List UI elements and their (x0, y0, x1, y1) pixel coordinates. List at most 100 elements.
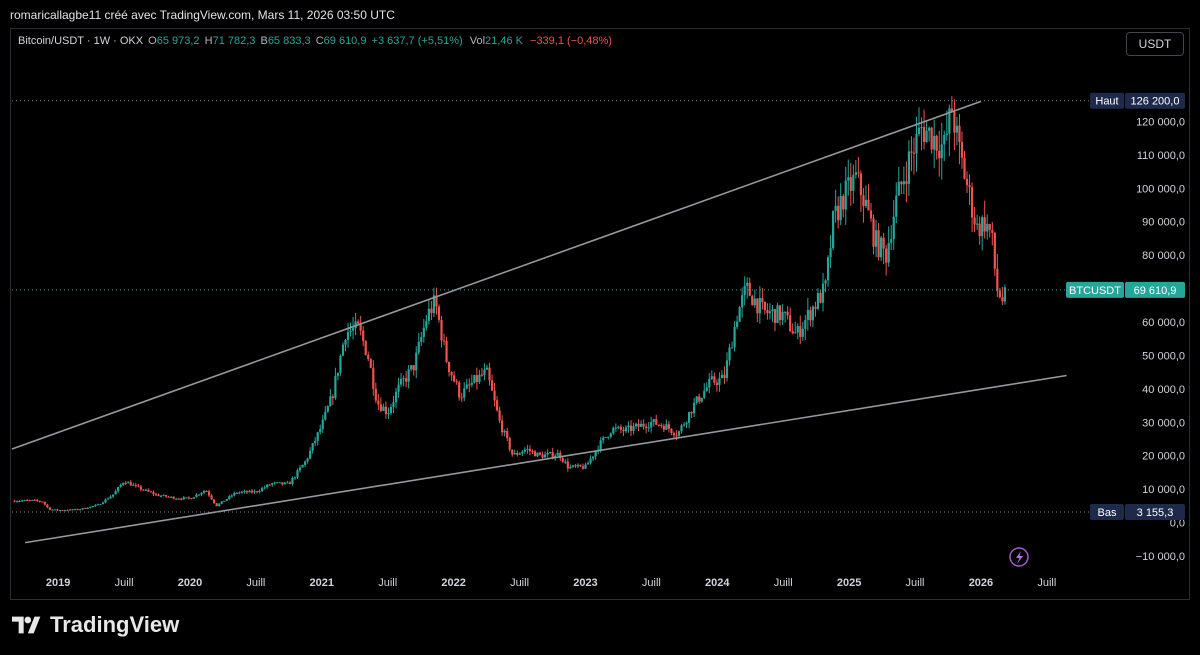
x-tick-label: 2025 (837, 577, 861, 589)
candle-body (109, 496, 112, 499)
candle-body (892, 216, 895, 240)
candle-body (655, 419, 658, 425)
candle-body (996, 268, 999, 291)
candle-body (559, 452, 562, 459)
candle-body (76, 509, 79, 511)
candle-body (965, 178, 969, 186)
candle-body (680, 425, 683, 432)
candle-body (61, 510, 64, 512)
price-tag-label: Bas (1098, 507, 1117, 519)
candle-body (930, 127, 933, 150)
candle-body (283, 482, 286, 485)
candle-body (953, 111, 956, 133)
candle-body (225, 498, 228, 501)
candle-body (46, 504, 49, 508)
candle-body (781, 311, 784, 321)
candle-body (498, 410, 501, 421)
candle-body (874, 230, 878, 247)
price-tag-value: 69 610,9 (1134, 285, 1177, 297)
low-value: 65 833,3 (267, 35, 311, 47)
y-tick-label: 40 000,0 (1142, 384, 1185, 396)
currency-unit-button[interactable]: USDT (1126, 32, 1184, 56)
candle-body (675, 435, 678, 437)
candle-body (864, 199, 868, 207)
candle-body (384, 406, 388, 414)
candle-body (523, 449, 526, 452)
candle-body (821, 283, 825, 303)
candle-body (402, 378, 405, 380)
candle-body (410, 365, 413, 370)
candle-body (127, 482, 130, 484)
candle-body (867, 199, 870, 211)
candle-body (465, 384, 468, 389)
candle-body (405, 378, 408, 382)
candle-body (142, 489, 145, 491)
candle-body (804, 319, 807, 329)
candle-body (1001, 297, 1004, 302)
candle-body (447, 361, 451, 373)
candle-body (255, 491, 259, 493)
candle-body (609, 433, 612, 437)
candle-body (970, 187, 974, 218)
candle-body (43, 501, 46, 505)
candle-body (91, 506, 94, 508)
x-tick-label: 2020 (178, 577, 202, 589)
candle-body (197, 494, 201, 496)
candle-body (541, 454, 544, 458)
candle-body (271, 483, 274, 485)
volume-label: Vol (469, 35, 486, 47)
lightning-icon[interactable] (1009, 547, 1029, 567)
candle-body (33, 499, 36, 501)
candle-body (21, 500, 24, 502)
candle-body (243, 491, 246, 493)
candle-body (708, 378, 711, 388)
candle-body (296, 470, 299, 478)
candle-body (586, 463, 590, 465)
candle-body (634, 423, 638, 427)
candle-body (688, 412, 691, 423)
candle-body (266, 484, 269, 488)
symbol-name[interactable]: Bitcoin/USDT · 1W · OKX (18, 35, 144, 47)
candle-body (791, 331, 794, 334)
candle-body (362, 330, 365, 341)
candle-body (569, 466, 572, 469)
candle-body (485, 367, 489, 370)
candle-body (935, 135, 938, 151)
x-tick-label: 2021 (310, 577, 334, 589)
candle-body (993, 232, 996, 269)
candle-body (895, 195, 898, 217)
candle-body (276, 482, 279, 484)
candle-body (771, 309, 774, 312)
x-tick-label: Juill (378, 577, 397, 589)
candle-body (220, 501, 223, 504)
candle-body (415, 352, 418, 371)
candle-body (162, 495, 165, 497)
candle-body (379, 404, 382, 411)
candle-body (665, 424, 668, 430)
y-tick-label: 50 000,0 (1142, 350, 1185, 362)
candle-body (741, 295, 744, 308)
candle-body (528, 448, 532, 452)
candle-body (503, 430, 506, 433)
x-tick-label: Juill (642, 577, 661, 589)
candle-body (920, 127, 923, 129)
candle-body (730, 347, 734, 349)
candle-body (132, 484, 135, 486)
candle-body (614, 427, 617, 429)
candle-body (326, 406, 329, 412)
candle-body (129, 482, 132, 486)
candle-body (303, 461, 307, 465)
x-tick-label: 2022 (441, 577, 465, 589)
x-tick-label: Juill (115, 577, 134, 589)
candle-body (829, 248, 832, 258)
candle-body (516, 453, 519, 455)
candle-body (551, 452, 554, 458)
candle-body (943, 135, 946, 145)
candle-body (94, 505, 97, 507)
candle-body (394, 391, 398, 403)
candle-body (814, 306, 817, 309)
candle-body (18, 501, 21, 503)
open-value: 65 973,2 (156, 35, 200, 47)
candle-body (432, 295, 436, 314)
